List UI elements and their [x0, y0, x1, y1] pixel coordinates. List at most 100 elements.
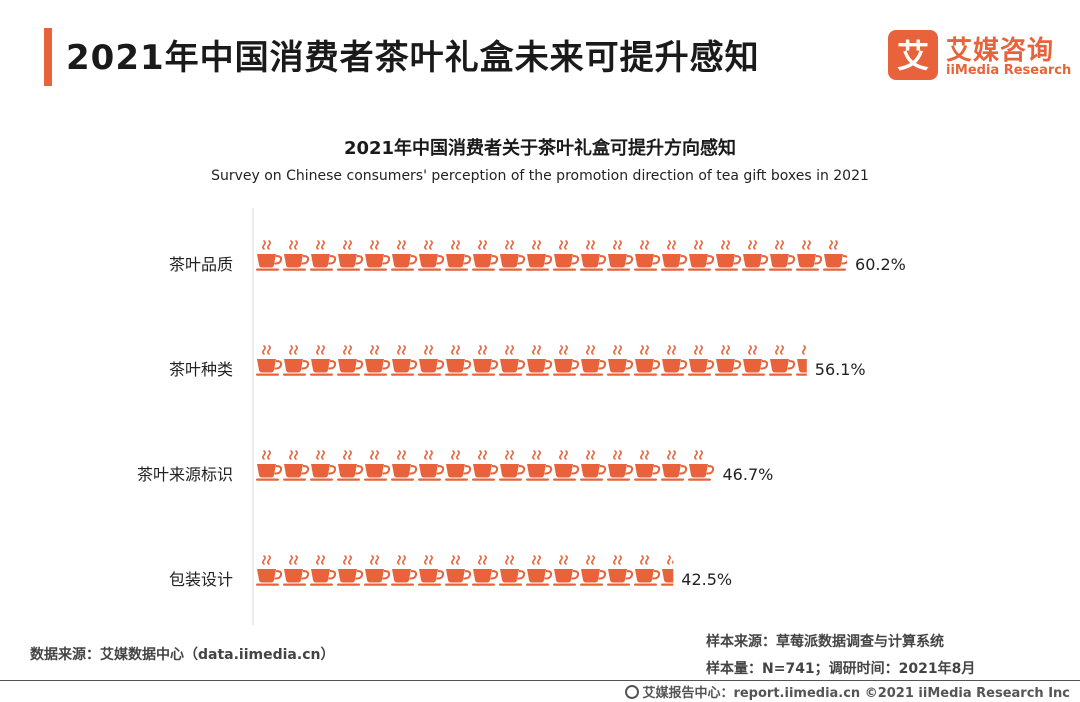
tea-cup-icon: [309, 555, 337, 587]
chart-subtitle: Survey on Chinese consumers' perception …: [211, 168, 869, 184]
bar-icons: [255, 555, 674, 587]
tea-cup-icon: [714, 240, 742, 272]
tea-cup-icon: [552, 345, 580, 377]
tea-cup-icon: [660, 450, 688, 482]
tea-cup-icon: [255, 345, 283, 377]
tea-cup-icon: [282, 450, 310, 482]
tea-cup-icon: [552, 450, 580, 482]
logo-text-en: iiMedia Research: [946, 63, 1072, 78]
tea-cup-icon: [255, 240, 283, 272]
tea-cup-icon: [336, 240, 364, 272]
tea-cup-icon: [606, 555, 634, 587]
tea-cup-icon: [390, 240, 418, 272]
bar-row-1: 茶叶品质 60.2%: [169, 240, 906, 274]
tea-cup-icon: [444, 555, 472, 587]
tea-cup-icon: [579, 450, 607, 482]
bar-icons: [255, 450, 715, 482]
iimedia-logo: 艾 艾媒咨询 iiMedia Research: [888, 30, 1072, 84]
tea-cup-icon: [606, 450, 634, 482]
page-title: 2021年中国消费者茶叶礼盒未来可提升感知: [66, 38, 760, 78]
tea-cup-icon: [471, 450, 499, 482]
category-label: 茶叶品质: [169, 255, 233, 274]
title-accent-bar: [44, 28, 52, 86]
logo-text-cn: 艾媒咨询: [946, 36, 1055, 66]
tea-cup-icon: [633, 555, 661, 587]
bar-icons: [255, 345, 807, 377]
footer-divider: [0, 680, 1080, 681]
tea-cup-icon: [309, 345, 337, 377]
chart-title: 2021年中国消费者关于茶叶礼盒可提升方向感知: [343, 138, 737, 159]
tea-cup-icon: [633, 240, 661, 272]
tea-cup-icon: [579, 345, 607, 377]
tea-cup-icon: [282, 345, 310, 377]
value-label: 56.1%: [815, 360, 866, 379]
tea-cup-icon: [525, 345, 553, 377]
tea-cup-icon: [444, 450, 472, 482]
tea-cup-icon: [444, 240, 472, 272]
category-label: 茶叶种类: [169, 360, 233, 379]
tea-cup-icon: [282, 240, 310, 272]
footer-text: 艾媒报告中心：report.iimedia.cn ©2021 iiMedia R…: [642, 686, 1070, 701]
tea-cup-icon: [363, 240, 391, 272]
value-label: 60.2%: [855, 255, 906, 274]
tea-cup-icon: [687, 240, 715, 272]
value-label: 46.7%: [723, 465, 774, 484]
tea-cup-icon: [255, 555, 283, 587]
category-label: 包装设计: [169, 570, 233, 589]
tea-cup-icon: [498, 555, 526, 587]
tea-cup-icon: [660, 345, 688, 377]
bar-row-3: 茶叶来源标识 46.7%: [137, 450, 774, 484]
tea-cup-icon: [606, 345, 634, 377]
tea-cup-icon: [282, 555, 310, 587]
tea-cup-icon: [579, 555, 607, 587]
tea-cup-icon: [741, 345, 769, 377]
tea-cup-icon: [795, 240, 823, 272]
tea-cup-icon: [471, 345, 499, 377]
tea-cup-icon: [633, 450, 661, 482]
tea-cup-icon: [687, 345, 715, 377]
tea-cup-icon: [768, 240, 796, 272]
tea-cup-icon: [336, 345, 364, 377]
tea-cup-icon: [390, 450, 418, 482]
pictogram-chart: 茶叶品质 60.2% 茶叶种类 56.1% 茶叶来源标识 46.7% 包装设计 42.5%: [137, 208, 906, 625]
tea-cup-icon: [390, 555, 418, 587]
value-label: 42.5%: [681, 570, 732, 589]
globe-icon: [625, 685, 640, 699]
tea-cup-icon: [525, 450, 553, 482]
tea-cup-icon: [741, 240, 769, 272]
logo-mark-char: 艾: [897, 37, 929, 75]
sample-source-text: 样本来源：草莓派数据调查与计算系统: [706, 634, 944, 650]
tea-cup-icon: [768, 345, 796, 377]
tea-cup-icon: [309, 240, 337, 272]
tea-cup-icon: [714, 345, 742, 377]
tea-cup-icon: [606, 240, 634, 272]
tea-cup-icon: [336, 555, 364, 587]
tea-cup-icon: [309, 450, 337, 482]
tea-cup-icon: [417, 555, 445, 587]
tea-cup-icon: [525, 240, 553, 272]
sample-size-text: 样本量：N=741；调研时间：2021年8月: [706, 661, 976, 677]
tea-cup-icon: [687, 450, 715, 482]
tea-cup-icon: [498, 240, 526, 272]
tea-cup-icon: [579, 240, 607, 272]
tea-cup-icon: [363, 450, 391, 482]
tea-cup-icon: [633, 345, 661, 377]
tea-cup-icon: [363, 345, 391, 377]
bar-row-2: 茶叶种类 56.1%: [169, 345, 866, 379]
tea-cup-icon: [552, 555, 580, 587]
tea-cup-icon: [444, 345, 472, 377]
tea-cup-icon: [336, 450, 364, 482]
tea-cup-icon: [363, 555, 391, 587]
tea-cup-icon: [552, 240, 580, 272]
tea-cup-icon: [498, 450, 526, 482]
footer: 艾媒报告中心：report.iimedia.cn ©2021 iiMedia R…: [625, 682, 1070, 701]
tea-cup-icon: [255, 450, 283, 482]
logo-mark-icon: 艾: [888, 30, 938, 80]
tea-cup-icon: [417, 345, 445, 377]
data-source-text: 数据来源：艾媒数据中心（data.iimedia.cn）: [30, 647, 335, 663]
category-label: 茶叶来源标识: [137, 465, 233, 484]
bar-row-4: 包装设计 42.5%: [169, 555, 732, 589]
bar-icons: [255, 240, 848, 272]
tea-cup-icon: [390, 345, 418, 377]
tea-cup-icon: [498, 345, 526, 377]
